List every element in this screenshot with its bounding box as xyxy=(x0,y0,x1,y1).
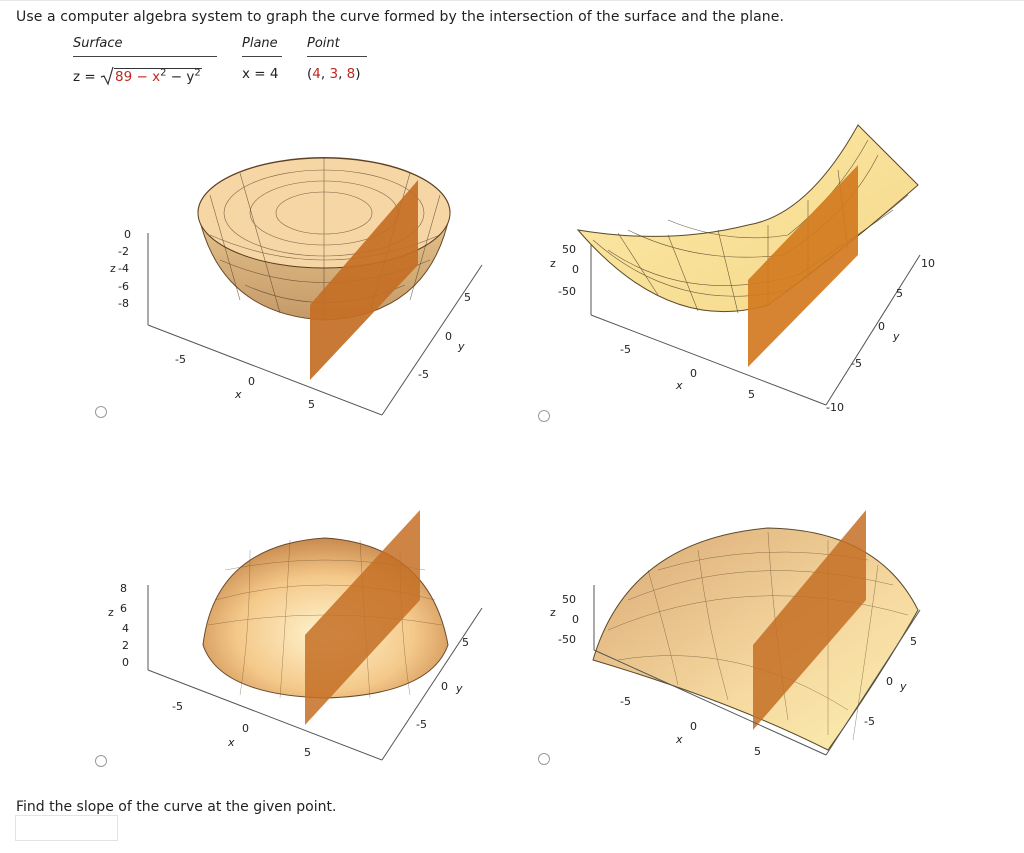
surface-formula: z = 89 − x2 − y2 xyxy=(73,66,202,86)
y-label: y xyxy=(457,340,465,353)
point-value: (4, 3, 8) xyxy=(307,66,361,82)
z-tick: 6 xyxy=(120,602,127,615)
z-tick: -4 xyxy=(118,262,129,275)
surface-prefix: z = xyxy=(73,69,96,85)
y-tick: 0 xyxy=(445,330,452,343)
y-tick: 5 xyxy=(464,291,471,304)
slope-answer-input[interactable] xyxy=(15,815,118,841)
x-tick: -5 xyxy=(620,343,631,356)
x-label: x xyxy=(675,379,683,392)
x-tick: 5 xyxy=(304,746,311,759)
z-tick: 8 xyxy=(120,582,127,595)
plane-x4 xyxy=(305,510,420,725)
plane-equation: x = 4 xyxy=(242,66,279,82)
plane-header: Plane xyxy=(242,36,278,51)
z-tick: -6 xyxy=(118,280,129,293)
z-tick: 4 xyxy=(122,622,129,635)
y-tick: 5 xyxy=(462,636,469,649)
z-tick: 0 xyxy=(124,228,131,241)
surface-header-rule xyxy=(73,56,217,57)
y-tick: 0 xyxy=(878,320,885,333)
top-divider xyxy=(0,0,1024,1)
y-tick: 5 xyxy=(910,635,917,648)
x-tick: 0 xyxy=(242,722,249,735)
surface-rest: − y xyxy=(166,69,195,85)
option-b-radio[interactable] xyxy=(538,410,550,422)
plane-x4 xyxy=(310,180,418,380)
z-tick: 50 xyxy=(562,593,576,606)
y-label: y xyxy=(892,330,900,343)
x-tick: 5 xyxy=(748,388,755,401)
z-tick: 2 xyxy=(122,639,129,652)
exponent: 2 xyxy=(194,67,201,79)
point-header-rule xyxy=(307,56,367,57)
plane-header-rule xyxy=(242,56,282,57)
point-header: Point xyxy=(307,36,340,51)
plot-option-a: 0 -2 z -4 -6 -8 -5 0 x 5 -5 0 y 5 xyxy=(110,157,483,416)
z-tick: 50 xyxy=(562,243,576,256)
y-tick: 0 xyxy=(886,675,893,688)
y-tick: 10 xyxy=(921,257,935,270)
plane-x4 xyxy=(753,510,866,730)
y-tick: -5 xyxy=(864,715,875,728)
surface-header: Surface xyxy=(73,36,123,51)
z-tick: 0 xyxy=(122,656,129,669)
surface-radicand: 89 − x xyxy=(115,69,161,85)
y-label: y xyxy=(455,682,463,695)
x-tick: 0 xyxy=(690,367,697,380)
z-label: z xyxy=(108,606,114,619)
question-text: Use a computer algebra system to graph t… xyxy=(16,9,785,25)
x-tick: 0 xyxy=(690,720,697,733)
plot-option-b: 50 z 0 -50 -5 0 x 5 -10 -5 0 y 5 10 xyxy=(550,124,935,414)
z-label: z xyxy=(110,262,116,275)
x-tick: 5 xyxy=(754,745,761,758)
sqrt-icon xyxy=(100,66,114,86)
option-c-radio[interactable] xyxy=(95,755,107,767)
z-tick: -8 xyxy=(118,297,129,310)
z-tick: 0 xyxy=(572,263,579,276)
z-label: z xyxy=(550,606,556,619)
y-label: y xyxy=(899,680,907,693)
x-label: x xyxy=(227,736,235,749)
z-tick: 0 xyxy=(572,613,579,626)
x-tick: 5 xyxy=(308,398,315,411)
plot-option-d: 50 z 0 -50 -5 0 x 5 -5 0 y 5 xyxy=(550,510,921,758)
x-label: x xyxy=(675,733,683,746)
slope-prompt: Find the slope of the curve at the given… xyxy=(16,799,337,815)
z-tick: -50 xyxy=(558,285,576,298)
y-tick: 5 xyxy=(896,287,903,300)
z-tick: -50 xyxy=(558,633,576,646)
x-tick: 0 xyxy=(248,375,255,388)
z-tick: -2 xyxy=(118,245,129,258)
x-label: x xyxy=(234,388,242,401)
x-tick: -5 xyxy=(175,353,186,366)
plane-x4 xyxy=(748,165,858,367)
y-tick: -5 xyxy=(418,368,429,381)
option-a-radio[interactable] xyxy=(95,406,107,418)
z-label: z xyxy=(550,257,556,270)
y-tick: -5 xyxy=(416,718,427,731)
y-tick: 0 xyxy=(441,680,448,693)
y-tick: -5 xyxy=(851,357,862,370)
exponent: 2 xyxy=(160,67,167,79)
x-tick: -5 xyxy=(620,695,631,708)
plot-option-c: 8 6 z 4 2 0 -5 0 x 5 -5 0 y 5 xyxy=(108,510,483,761)
x-tick: -5 xyxy=(172,700,183,713)
option-d-radio[interactable] xyxy=(538,753,550,765)
surface xyxy=(576,124,919,313)
y-tick: -10 xyxy=(826,401,844,414)
